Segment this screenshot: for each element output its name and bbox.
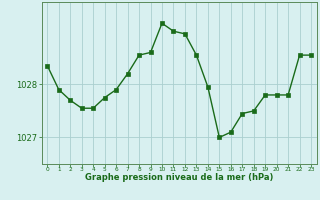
X-axis label: Graphe pression niveau de la mer (hPa): Graphe pression niveau de la mer (hPa) xyxy=(85,173,273,182)
